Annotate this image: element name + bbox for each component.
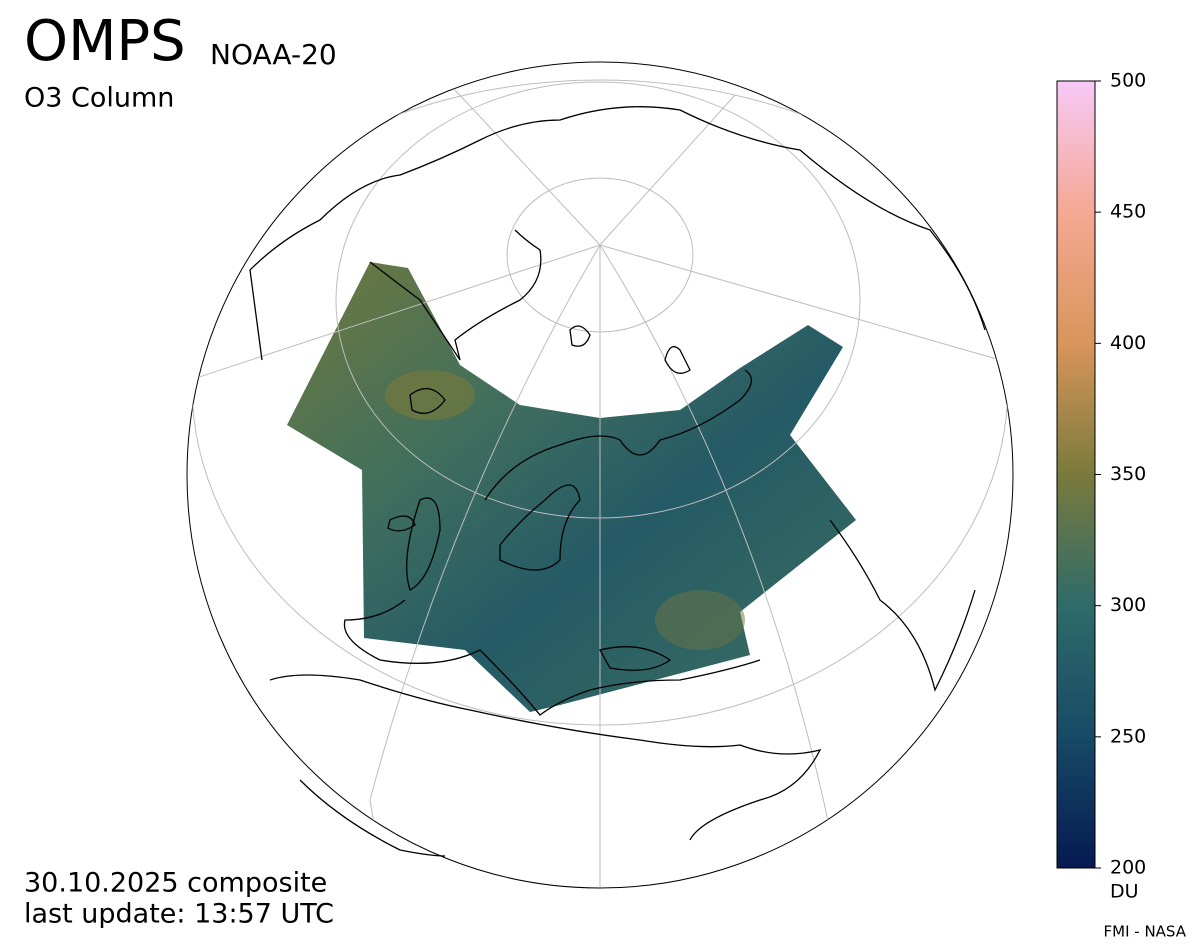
- credit: FMI - NASA: [1104, 923, 1187, 941]
- colorbar-tick-label: 400: [1110, 332, 1146, 354]
- colorbar-unit: DU: [1110, 881, 1139, 903]
- colorbar-tick-label: 450: [1110, 201, 1146, 223]
- colorbar-tick-label: 200: [1110, 857, 1146, 879]
- update: last update: 13:57 UTC: [24, 899, 334, 930]
- globe: [186, 61, 1014, 889]
- colorbar-tick-label: 300: [1110, 594, 1146, 616]
- ozone-patch: [655, 590, 745, 650]
- colorbar: 200 250 300 350 400 450 500 DU: [1056, 70, 1146, 903]
- date: 30.10.2025 composite: [24, 868, 327, 899]
- coastlines: [249, 106, 986, 857]
- colorbar-tick-label: 350: [1110, 463, 1146, 485]
- satellite: NOAA-20: [210, 38, 337, 71]
- colorbar-tick-label: 500: [1110, 70, 1146, 92]
- colorbar-tick-label: 250: [1110, 725, 1146, 747]
- ozone-patch: [385, 370, 475, 420]
- title: OMPS: [24, 9, 186, 74]
- product: O3 Column: [24, 83, 174, 114]
- colorbar-scale: [1056, 80, 1096, 869]
